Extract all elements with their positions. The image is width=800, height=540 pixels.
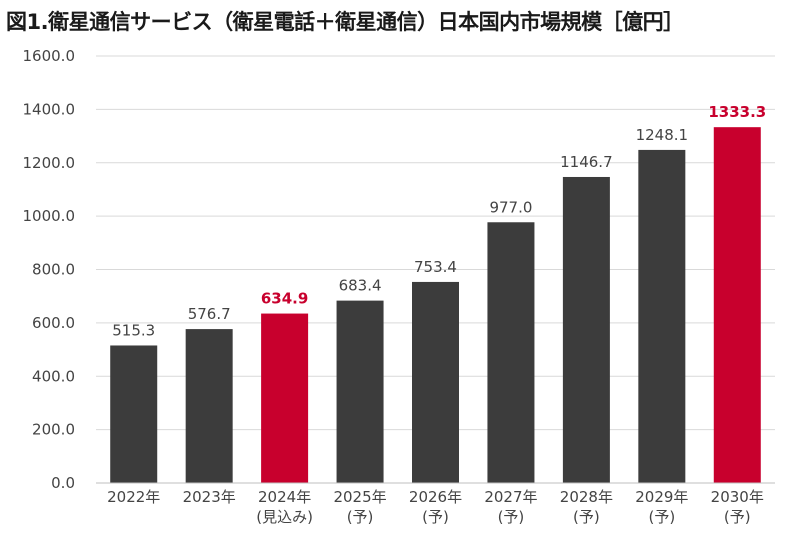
x-tick-label: 2025年 bbox=[333, 488, 386, 506]
bar bbox=[110, 345, 158, 483]
y-axis-tick-labels: 0.0 200.0 400.0 600.0 800.0 1000.0 1200.0 1400.… bbox=[23, 47, 76, 492]
y-tick-label: 600.0 bbox=[32, 314, 75, 332]
x-tick-label: 2024年 bbox=[258, 488, 311, 506]
bar bbox=[185, 329, 233, 483]
x-tick-label: (予) bbox=[422, 508, 449, 526]
x-tick-label: (見込み) bbox=[256, 508, 313, 526]
x-tick-label: 2026年 bbox=[409, 488, 462, 506]
data-label: 634.9 bbox=[261, 290, 308, 308]
x-tick-label: (予) bbox=[498, 508, 525, 526]
y-tick-label: 1200.0 bbox=[23, 154, 76, 172]
x-tick-label: 2029年 bbox=[635, 488, 688, 506]
y-tick-label: 800.0 bbox=[32, 261, 75, 279]
y-tick-label: 0.0 bbox=[51, 474, 75, 492]
bar bbox=[487, 222, 535, 483]
data-labels: 515.3 576.7 634.9 683.4 753.4 977.0 1146.7 1248… bbox=[112, 103, 766, 339]
data-label: 1146.7 bbox=[560, 153, 613, 171]
x-tick-label: 2023年 bbox=[183, 488, 236, 506]
y-tick-label: 1000.0 bbox=[23, 207, 76, 225]
bars bbox=[110, 127, 761, 484]
x-tick-label: 2028年 bbox=[560, 488, 613, 506]
data-label: 515.3 bbox=[112, 321, 155, 339]
x-tick-label: (予) bbox=[347, 508, 374, 526]
bar bbox=[412, 281, 459, 483]
bar bbox=[562, 176, 610, 484]
data-label: 753.4 bbox=[414, 258, 457, 276]
data-label: 1333.3 bbox=[708, 103, 766, 121]
data-label: 576.7 bbox=[188, 305, 231, 323]
bar bbox=[261, 313, 309, 483]
y-tick-label: 1400.0 bbox=[23, 100, 76, 118]
bar bbox=[638, 149, 686, 483]
data-label: 1248.1 bbox=[636, 126, 689, 144]
x-tick-label: 2030年 bbox=[711, 488, 764, 506]
bar bbox=[336, 300, 384, 483]
x-tick-label: (予) bbox=[724, 508, 751, 526]
x-tick-label: 2022年 bbox=[107, 488, 160, 506]
x-tick-label: (予) bbox=[648, 508, 675, 526]
bar bbox=[713, 127, 761, 483]
x-axis-category-labels: 2022年 2023年 2024年 (見込み) 2025年 (予) 2026年 (予) 2027… bbox=[107, 488, 764, 526]
y-tick-label: 200.0 bbox=[32, 421, 75, 439]
data-label: 977.0 bbox=[489, 198, 532, 216]
y-tick-label: 1600.0 bbox=[23, 47, 76, 65]
data-label: 683.4 bbox=[339, 277, 382, 295]
chart-title: 図1.衛星通信サービス（衛星電話＋衛星通信）日本国内市場規模［億円］ bbox=[6, 10, 684, 34]
x-tick-label: (予) bbox=[573, 508, 600, 526]
y-tick-label: 400.0 bbox=[32, 367, 75, 385]
x-tick-label: 2027年 bbox=[484, 488, 537, 506]
